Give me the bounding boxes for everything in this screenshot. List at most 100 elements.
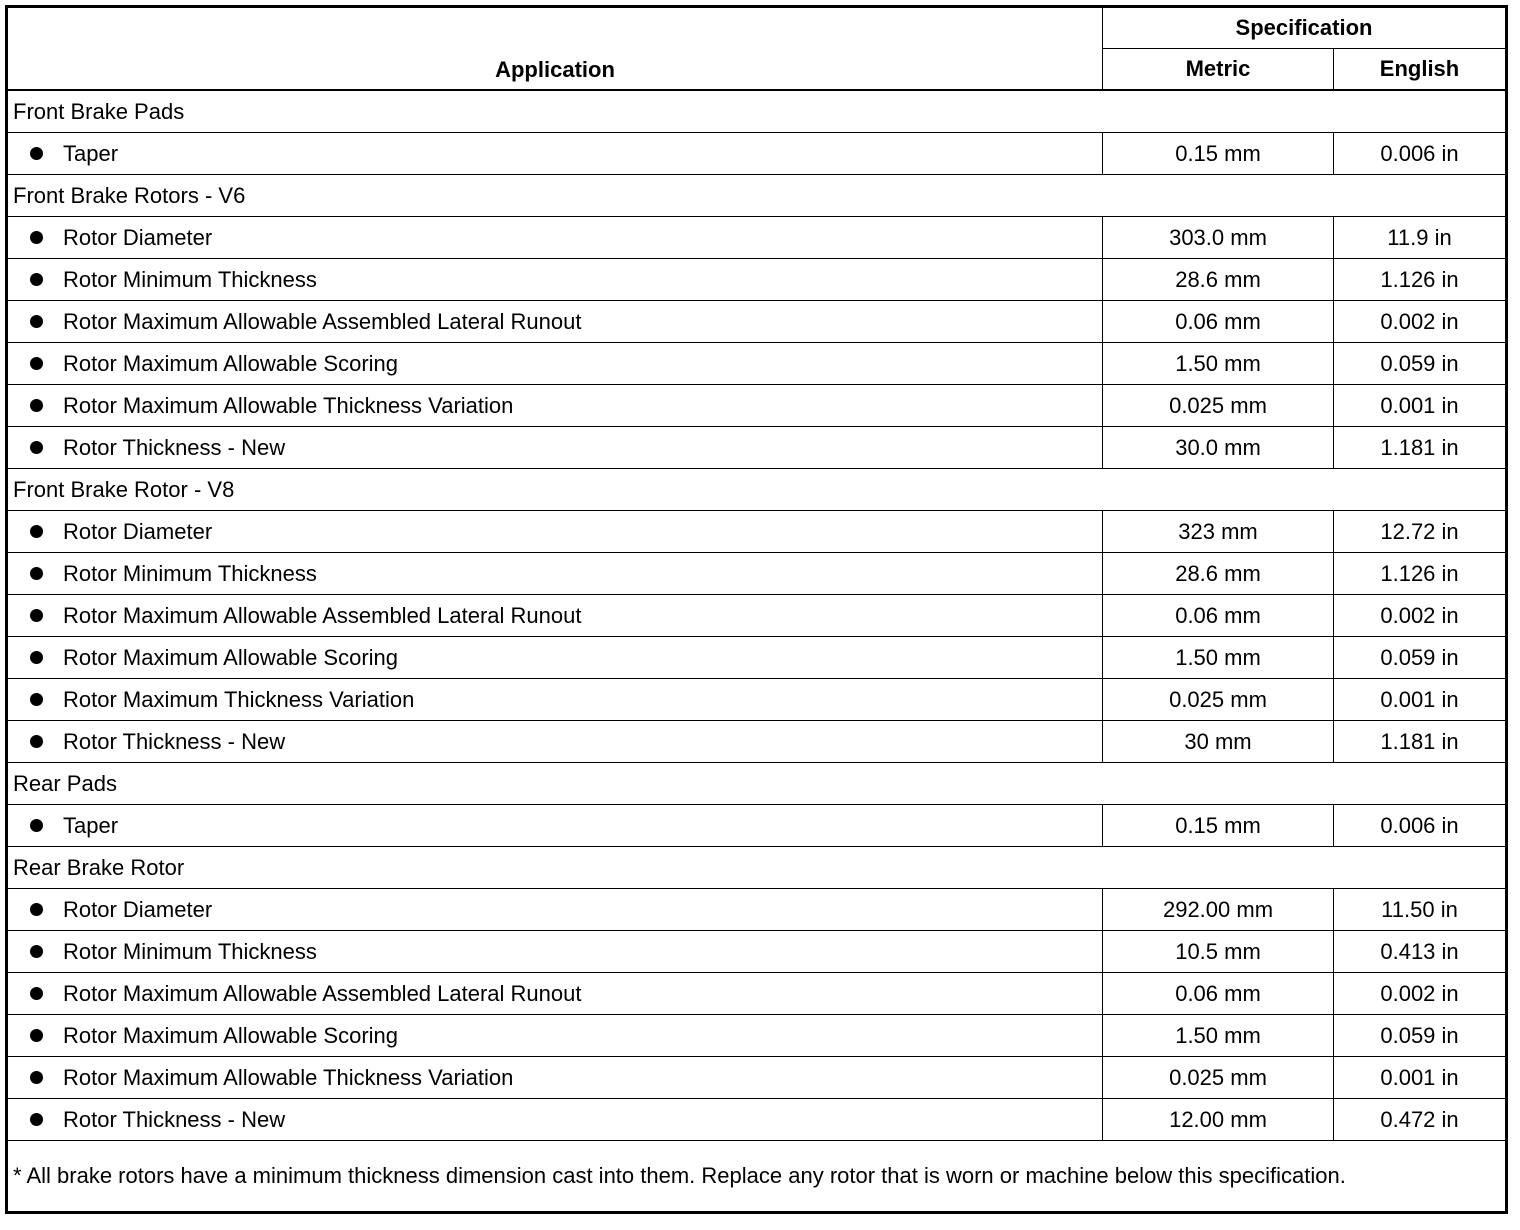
item-label: Rotor Maximum Allowable Scoring [63,350,399,376]
group-title: Rear Pads [5,762,1508,805]
item-label: Rotor Diameter [63,224,213,250]
application-cell: Rotor Maximum Allowable Assembled Latera… [6,972,1103,1015]
column-header-specification: Specification [1101,6,1508,49]
group-row: Front Brake Pads [5,89,1508,133]
item-label: Rotor Maximum Allowable Thickness Variat… [63,1064,514,1090]
item-label: Rotor Maximum Allowable Assembled Latera… [63,980,582,1006]
metric-value: 1.50 mm [1102,342,1334,385]
english-value: 11.9 in [1332,216,1508,259]
item-label: Rotor Minimum Thickness [63,560,317,586]
english-value: 0.059 in [1332,636,1508,679]
bullet-icon [30,944,43,958]
metric-value: 0.06 mm [1102,300,1334,343]
table-row: Rotor Diameter 303.0 mm 11.9 in [6,216,1508,259]
item-label: Rotor Thickness - New [63,434,286,460]
metric-value: 303.0 mm [1102,216,1334,259]
table-row: Taper 0.15 mm 0.006 in [6,132,1508,175]
application-cell: Taper [6,804,1103,847]
item-label: Rotor Diameter [63,518,213,544]
table-row: Rotor Maximum Allowable Scoring 1.50 mm 0.… [6,342,1508,385]
bullet-icon [30,524,43,538]
metric-value: 28.6 mm [1102,258,1334,301]
bullet-icon [30,230,43,244]
bullet-icon [30,440,43,454]
group-row: Front Brake Rotors - V6 [5,174,1508,217]
group-title: Front Brake Pads [5,89,1508,133]
group-row: Rear Brake Rotor [5,846,1508,889]
application-cell: Rotor Maximum Allowable Scoring [6,636,1103,679]
application-cell: Rotor Thickness - New [6,426,1103,469]
bullet-icon [30,566,43,580]
application-cell: Rotor Maximum Allowable Scoring [6,342,1103,385]
item-label: Rotor Minimum Thickness [63,266,317,292]
application-cell: Rotor Diameter [6,510,1103,553]
english-value: 12.72 in [1332,510,1508,553]
table-row: Rotor Maximum Allowable Assembled Latera… [6,972,1508,1015]
bullet-icon [30,734,43,748]
bullet-icon [30,1070,43,1084]
table-row: Rotor Thickness - New 12.00 mm 0.472 in [6,1098,1508,1141]
column-header-metric: Metric [1102,48,1334,91]
table-row: Rotor Thickness - New 30.0 mm 1.181 in [6,426,1508,469]
application-cell: Rotor Minimum Thickness [6,930,1103,973]
column-header-application: Application [6,6,1103,91]
item-label: Taper [63,140,119,166]
footnote: * All brake rotors have a minimum thickn… [5,1140,1508,1213]
brake-specifications-table: Application Specification Metric English… [5,5,1509,1214]
metric-value: 323 mm [1102,510,1334,553]
english-value: 0.002 in [1332,972,1508,1015]
table-row: Rotor Minimum Thickness 28.6 mm 1.126 in [6,552,1508,595]
table-row: Rotor Diameter 323 mm 12.72 in [6,510,1508,553]
application-cell: Rotor Maximum Allowable Assembled Latera… [6,594,1103,637]
application-cell: Rotor Maximum Allowable Thickness Variat… [6,1056,1103,1099]
metric-value: 0.025 mm [1102,1056,1334,1099]
item-label: Rotor Maximum Allowable Scoring [63,1022,399,1048]
english-value: 0.006 in [1332,132,1508,175]
application-cell: Rotor Diameter [6,216,1103,259]
bullet-icon [30,356,43,370]
english-value: 1.126 in [1332,552,1508,595]
english-value: 0.002 in [1332,594,1508,637]
application-cell: Rotor Thickness - New [6,720,1103,763]
group-title: Front Brake Rotors - V6 [5,174,1508,217]
table-row: Rotor Minimum Thickness 28.6 mm 1.126 in [6,258,1508,301]
item-label: Rotor Maximum Allowable Assembled Latera… [63,602,582,628]
item-label: Rotor Maximum Allowable Thickness Variat… [63,392,514,418]
english-value: 0.059 in [1332,1014,1508,1057]
bullet-icon [30,650,43,664]
metric-value: 0.025 mm [1102,678,1334,721]
bullet-icon [30,272,43,286]
table-row: Rotor Maximum Allowable Assembled Latera… [6,594,1508,637]
metric-value: 292.00 mm [1102,888,1334,931]
metric-value: 0.06 mm [1102,594,1334,637]
english-value: 0.001 in [1332,1056,1508,1099]
english-value: 0.059 in [1332,342,1508,385]
english-value: 11.50 in [1332,888,1508,931]
bullet-icon [30,902,43,916]
english-value: 0.413 in [1332,930,1508,973]
english-value: 1.181 in [1332,720,1508,763]
english-value: 1.181 in [1332,426,1508,469]
bullet-icon [30,314,43,328]
table-row: Rotor Maximum Allowable Thickness Variat… [6,384,1508,427]
item-label: Rotor Diameter [63,896,213,922]
group-row: Rear Pads [5,762,1508,805]
metric-value: 0.06 mm [1102,972,1334,1015]
english-value: 0.002 in [1332,300,1508,343]
metric-value: 0.15 mm [1102,132,1334,175]
table-row: Taper 0.15 mm 0.006 in [6,804,1508,847]
table-row: Rotor Maximum Allowable Scoring 1.50 mm 0.… [6,636,1508,679]
table-row: Rotor Diameter 292.00 mm 11.50 in [6,888,1508,931]
metric-value: 10.5 mm [1102,930,1334,973]
english-value: 0.001 in [1332,384,1508,427]
application-cell: Rotor Minimum Thickness [6,258,1103,301]
application-cell: Taper [6,132,1103,175]
bullet-icon [30,986,43,1000]
item-label: Rotor Maximum Thickness Variation [63,686,415,712]
metric-value: 28.6 mm [1102,552,1334,595]
application-cell: Rotor Maximum Allowable Assembled Latera… [6,300,1103,343]
table-row: Rotor Maximum Allowable Assembled Latera… [6,300,1508,343]
table-row: Rotor Maximum Allowable Thickness Variat… [6,1056,1508,1099]
bullet-icon [30,692,43,706]
item-label: Taper [63,812,119,838]
